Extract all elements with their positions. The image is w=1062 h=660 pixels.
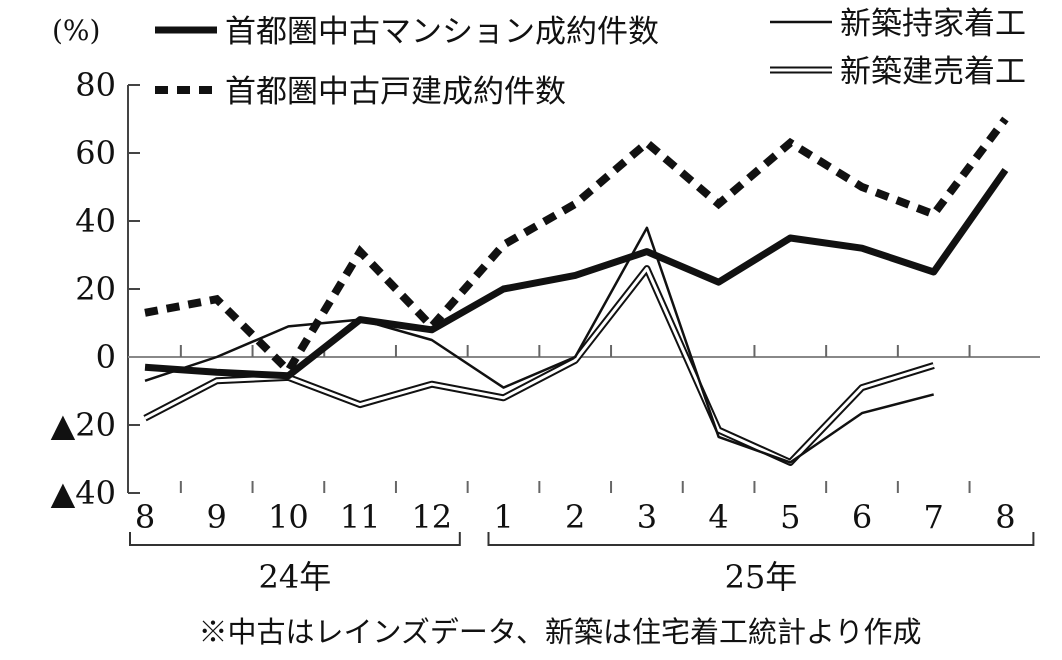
year-label: 24年 bbox=[259, 558, 332, 596]
x-tick-label: 2 bbox=[565, 498, 585, 536]
x-tick-label: 11 bbox=[340, 498, 381, 536]
legend-label: 新築持家着工 bbox=[840, 6, 1026, 42]
footnote: ※中古はレインズデータ、新築は住宅着工統計より作成 bbox=[199, 615, 922, 649]
series-line-3 bbox=[145, 269, 934, 463]
x-tick-label: 1 bbox=[493, 498, 513, 536]
y-tick-label: ▲20 bbox=[51, 406, 116, 444]
x-tick-label: 10 bbox=[268, 498, 309, 536]
x-tick-label: 9 bbox=[207, 498, 227, 536]
series-line-0 bbox=[145, 170, 1005, 376]
legend-label: 首都圏中古マンション成約件数 bbox=[225, 14, 659, 50]
x-tick-label: 5 bbox=[780, 498, 800, 536]
x-tick-label: 8 bbox=[135, 498, 155, 536]
x-tick-label: 6 bbox=[852, 498, 872, 536]
year-label: 25年 bbox=[725, 558, 798, 596]
y-tick-label: ▲40 bbox=[51, 474, 116, 512]
y-tick-label: 20 bbox=[75, 270, 116, 308]
y-tick-label: 40 bbox=[75, 202, 116, 240]
y-tick-label: 60 bbox=[75, 134, 116, 172]
legend-label: 新築建売着工 bbox=[840, 54, 1026, 90]
y-unit-label: (%) bbox=[52, 14, 100, 47]
y-tick-label: 80 bbox=[75, 66, 116, 104]
x-tick-label: 3 bbox=[637, 498, 657, 536]
x-tick-label: 8 bbox=[995, 498, 1015, 536]
x-tick-label: 4 bbox=[708, 498, 728, 536]
x-tick-label: 7 bbox=[924, 498, 944, 536]
legend-label: 首都圏中古戸建成約件数 bbox=[225, 74, 566, 110]
y-tick-label: 0 bbox=[96, 338, 116, 376]
x-tick-label: 12 bbox=[411, 498, 452, 536]
